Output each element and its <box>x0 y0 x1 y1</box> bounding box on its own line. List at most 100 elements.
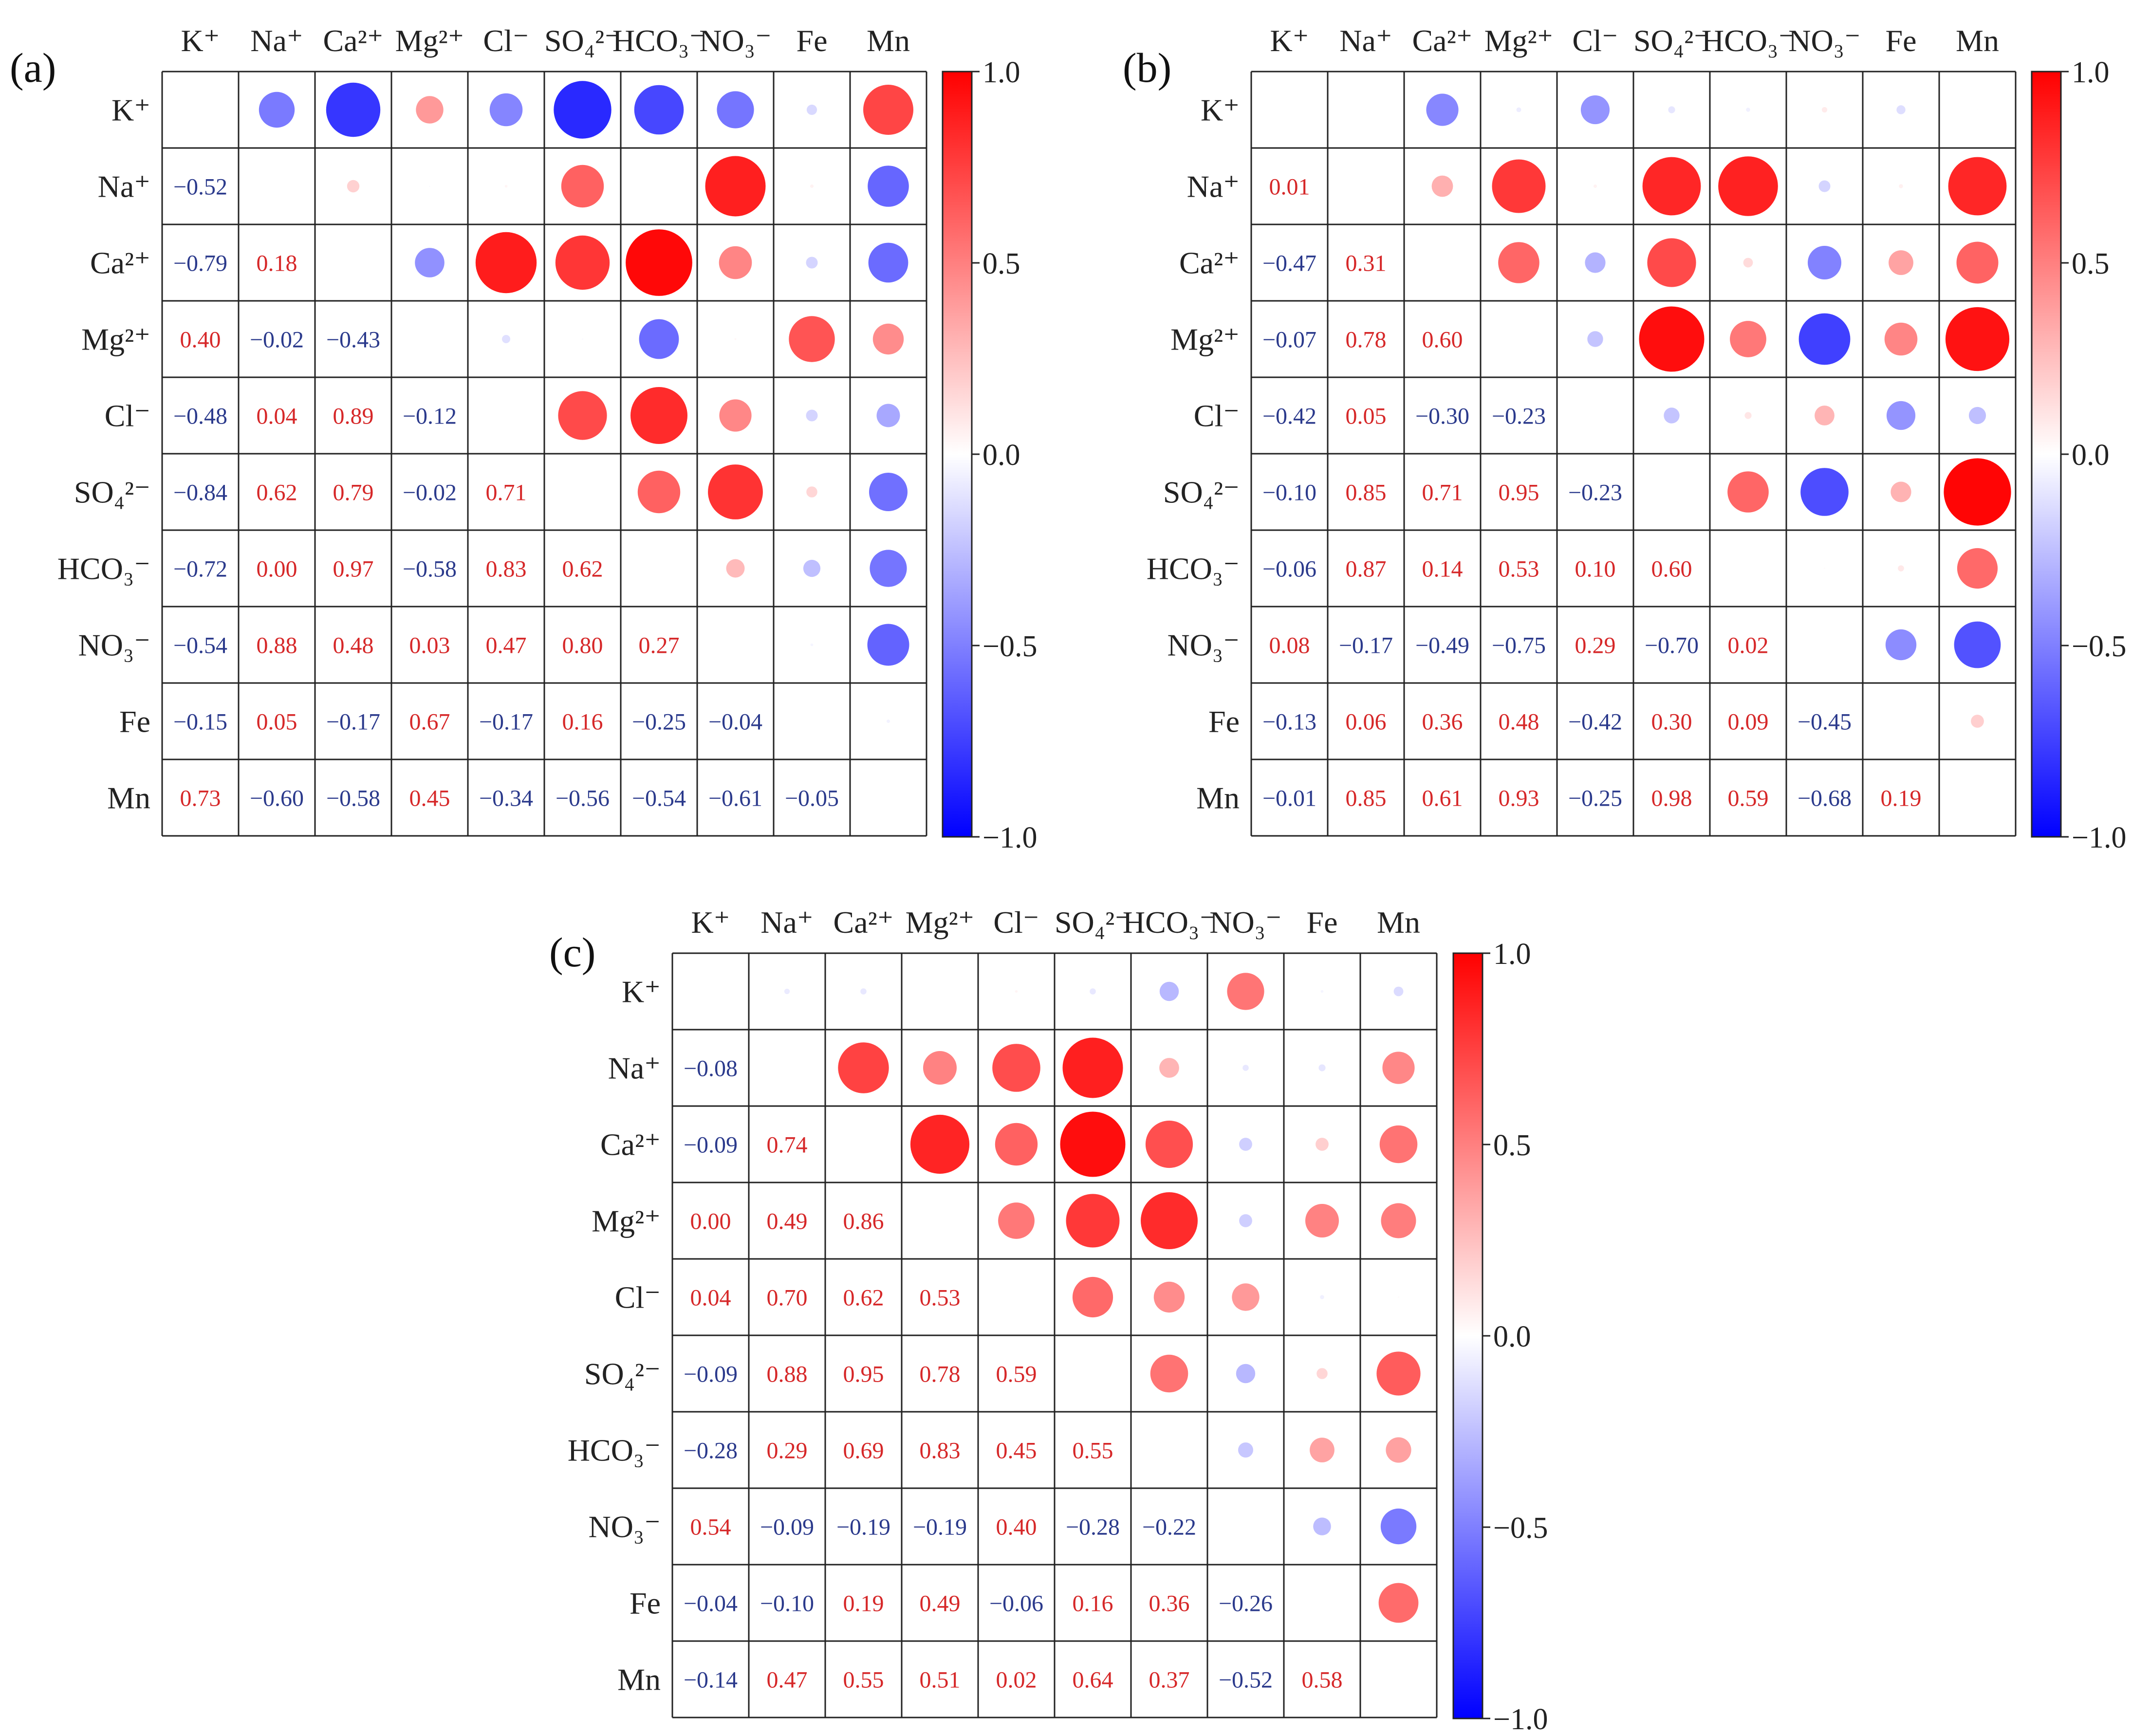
row-label: Mn <box>617 1662 661 1697</box>
correlation-circle <box>1072 1276 1113 1318</box>
correlation-value: −0.72 <box>173 556 227 582</box>
row-label: Fe <box>119 704 150 739</box>
correlation-circle <box>1746 108 1750 112</box>
correlation-circle <box>1236 1364 1256 1384</box>
column-label: Ca²⁺ <box>323 23 383 58</box>
column-label: Mg²⁺ <box>906 905 975 940</box>
row-label: Na⁺ <box>98 169 150 204</box>
row-label: Mn <box>107 781 150 815</box>
colorbar-tick-label: 0.0 <box>2072 439 2110 472</box>
correlation-circle <box>1580 95 1610 125</box>
column-label: Mg²⁺ <box>1484 23 1554 58</box>
correlation-circle <box>1886 401 1916 430</box>
correlation-circle <box>1885 629 1917 661</box>
correlation-circle <box>708 464 763 519</box>
column-label: Na⁺ <box>250 23 303 58</box>
correlation-value: 0.64 <box>1073 1667 1113 1693</box>
correlation-value: −0.61 <box>708 786 762 812</box>
correlation-value: −0.05 <box>785 786 839 812</box>
correlation-value: 0.29 <box>1575 633 1616 659</box>
correlation-value: 0.78 <box>920 1362 961 1387</box>
correlation-circle <box>992 1044 1040 1092</box>
correlation-value: 0.04 <box>690 1285 731 1311</box>
correlation-value: 0.51 <box>920 1667 961 1693</box>
colorbar-tick-label: 0.5 <box>982 247 1020 280</box>
column-label: K⁺ <box>181 23 220 58</box>
correlation-circle <box>1798 313 1851 365</box>
correlation-circle <box>1431 175 1453 197</box>
correlation-circle <box>810 643 814 646</box>
correlation-circle <box>784 988 790 995</box>
correlation-circle <box>1393 986 1404 997</box>
correlation-value: 0.29 <box>767 1438 808 1464</box>
correlation-value: 0.00 <box>690 1209 731 1235</box>
correlation-panel-1: (a)K⁺ Na⁺ Ca²⁺ Mg²⁺ Cl⁻ SO₄²⁻HCO₃⁻NO₃⁻ Fe MnK⁺N… <box>10 23 1037 854</box>
colorbar-tick-label: 1.0 <box>2072 56 2110 89</box>
correlation-value: −0.19 <box>836 1514 890 1540</box>
correlation-circle <box>726 559 745 578</box>
colorbar-tick-label: 1.0 <box>1493 938 1531 971</box>
correlation-circle <box>582 338 583 340</box>
colorbar <box>2031 71 2062 838</box>
correlation-circle <box>998 1202 1035 1239</box>
correlation-circle <box>876 404 900 427</box>
correlation-circle <box>1727 471 1769 513</box>
correlation-circle <box>259 92 295 128</box>
correlation-value: 0.40 <box>996 1514 1037 1540</box>
correlation-circle <box>868 242 908 283</box>
correlation-value: 0.55 <box>843 1667 884 1693</box>
correlation-value: 0.62 <box>562 556 603 582</box>
correlation-value: 0.09 <box>1728 709 1769 735</box>
row-label: Mg²⁺ <box>1170 322 1240 357</box>
row-label: SO₄²⁻ <box>584 1357 661 1391</box>
row-label: Mg²⁺ <box>81 322 150 357</box>
correlation-value: 0.00 <box>257 556 297 582</box>
correlation-circle <box>1944 458 2011 526</box>
correlation-value: 0.61 <box>1422 786 1463 812</box>
correlation-value: −0.23 <box>1492 404 1546 429</box>
correlation-value: 0.02 <box>996 1667 1037 1693</box>
correlation-value: 0.03 <box>409 633 450 659</box>
correlation-value: 0.86 <box>843 1209 884 1235</box>
column-label: SO₄²⁻ <box>1633 23 1710 58</box>
correlation-value: −0.47 <box>1262 251 1316 277</box>
correlation-value: 0.62 <box>843 1285 884 1311</box>
correlation-circle <box>1398 1296 1399 1298</box>
row-label: HCO₃⁻ <box>568 1433 661 1468</box>
correlation-value: 0.97 <box>333 556 374 582</box>
correlation-value: 0.98 <box>1651 786 1692 812</box>
correlation-circle <box>719 399 752 432</box>
correlation-value: −0.13 <box>1262 709 1316 735</box>
correlation-value: 0.49 <box>920 1591 961 1617</box>
correlation-value: 0.16 <box>562 709 603 735</box>
correlation-circle <box>1730 321 1766 357</box>
column-label: Mn <box>1956 23 1999 58</box>
correlation-value: 0.08 <box>1269 633 1310 659</box>
row-label: Cl⁻ <box>105 399 150 433</box>
correlation-panel-2: (b)K⁺ Na⁺ Ca²⁺ Mg²⁺ Cl⁻ SO₄²⁻HCO₃⁻NO₃⁻ Fe MnK⁺N… <box>1123 23 2126 854</box>
correlation-circle <box>1647 238 1696 287</box>
correlation-value: −0.34 <box>479 786 533 812</box>
correlation-circle <box>1818 180 1831 192</box>
correlation-circle <box>1320 1295 1324 1299</box>
correlation-circle <box>1066 1194 1120 1248</box>
correlation-circle <box>1516 107 1521 112</box>
correlation-circle <box>1386 1437 1411 1463</box>
correlation-value: −0.79 <box>173 251 227 277</box>
column-label: HCO₃⁻ <box>1702 23 1795 58</box>
correlation-value: 0.48 <box>333 633 374 659</box>
correlation-circle <box>1585 252 1606 273</box>
correlation-value: −0.15 <box>173 709 227 735</box>
correlation-circle <box>1316 1138 1329 1151</box>
correlation-value: −0.56 <box>556 786 610 812</box>
colorbar-tick-label: 0.5 <box>1493 1129 1531 1162</box>
correlation-value: 0.59 <box>1728 786 1769 812</box>
column-label: Mg²⁺ <box>395 23 464 58</box>
column-label: Mn <box>1377 905 1420 940</box>
correlation-circle <box>558 391 607 440</box>
correlation-circle <box>717 91 754 129</box>
correlation-value: −0.04 <box>708 709 762 735</box>
correlation-value: 0.59 <box>996 1362 1037 1387</box>
correlation-circle <box>1090 988 1096 995</box>
correlation-value: −0.10 <box>1262 480 1316 506</box>
